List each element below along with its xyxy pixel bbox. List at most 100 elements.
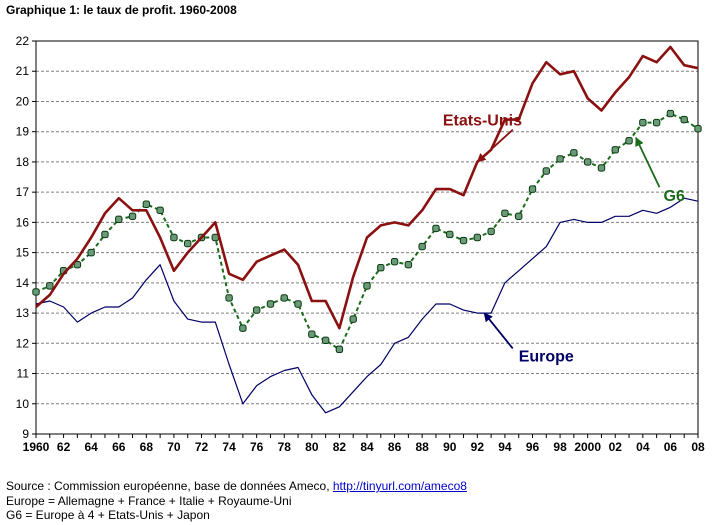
series-line-etats-unis (35, 45, 699, 330)
ytick-label-14: 14 (16, 276, 30, 290)
ytick-label-11: 11 (17, 367, 30, 381)
g6-marker-1996 (528, 185, 537, 193)
g6-marker-2002 (611, 146, 619, 154)
ytick-label-16: 16 (16, 215, 30, 229)
xtick-label-84: 84 (360, 440, 374, 454)
xtick-label-92: 92 (471, 440, 485, 454)
xtick-label-68: 68 (140, 440, 154, 454)
g6-marker-1983 (349, 315, 357, 323)
g6-marker-1993 (487, 227, 495, 236)
xtick-label-08: 08 (691, 440, 705, 454)
g6-marker-1999 (570, 149, 578, 157)
g6-marker-1965 (101, 230, 109, 239)
ytick-label-9: 9 (22, 427, 29, 441)
chart-title: Graphique 1: le taux de profit. 1960-200… (6, 3, 237, 17)
g6-marker-1979 (294, 300, 302, 308)
annotation-label-g6: G6 (664, 188, 685, 205)
g6-marker-1970 (170, 233, 178, 242)
g6-definition: G6 = Europe à 4 + Etats-Unis + Japon (6, 508, 210, 522)
annotation-label-etats-unis: Etats-Unis (443, 113, 522, 130)
xtick-label-02: 02 (609, 440, 623, 454)
g6-marker-1977 (266, 300, 275, 308)
g6-marker-1967 (128, 212, 137, 221)
g6-marker-1974 (225, 294, 233, 302)
xtick-label-62: 62 (57, 440, 71, 454)
line-chart: 9 10 11 12 13 14 15 16 17 18 19 20 21 22 1960 62 64 66 68 7… (16, 34, 705, 454)
xtick-label-98: 98 (553, 440, 567, 454)
ytick-label-19: 19 (16, 125, 30, 139)
g6-marker-1989 (432, 224, 440, 233)
xtick-label-72: 72 (195, 440, 209, 454)
ytick-label-22: 22 (16, 34, 30, 48)
xtick-label-1960: 1960 (23, 440, 50, 454)
g6-marker-1988 (418, 242, 426, 251)
xtick-label-64: 64 (84, 440, 98, 454)
ytick-label-17: 17 (16, 185, 30, 199)
annotation-layer: Etats-Unis G6 Europe (443, 113, 685, 366)
axes-layer: 9 10 11 12 13 14 15 16 17 18 19 20 21 22 1960 62 64 66 68 7… (16, 34, 705, 454)
g6-marker-1987 (404, 261, 413, 269)
g6-marker-1995 (515, 212, 523, 221)
g6-marker-2004 (639, 118, 647, 127)
g6-marker-2008 (694, 124, 702, 133)
g6-marker-1984 (363, 282, 371, 290)
xtick-label-86: 86 (388, 440, 402, 454)
ameco-link[interactable]: http://tinyurl.com/ameco8 (332, 479, 467, 493)
g6-marker-1985 (377, 264, 385, 272)
ytick-label-15: 15 (16, 246, 30, 260)
xtick-label-88: 88 (415, 440, 429, 454)
g6-marker-1960 (32, 288, 40, 296)
g6-marker-1986 (390, 257, 399, 266)
g6-marker-1964 (87, 248, 95, 257)
ytick-label-13: 13 (16, 306, 30, 320)
xtick-label-82: 82 (333, 440, 347, 454)
ytick-label-21: 21 (16, 64, 30, 78)
g6-marker-1961 (46, 282, 54, 290)
xtick-label-94: 94 (498, 440, 512, 454)
series-line-europe (35, 197, 699, 414)
xtick-label-04: 04 (636, 440, 650, 454)
source-text: Source : Commission européenne, base de … (6, 479, 333, 493)
xtick-label-74: 74 (222, 440, 236, 454)
xtick-label-78: 78 (278, 440, 292, 454)
ytick-label-12: 12 (16, 336, 30, 350)
xtick-label-70: 70 (167, 440, 181, 454)
xtick-label-06: 06 (664, 440, 678, 454)
g6-marker-1981 (321, 336, 330, 344)
g6-marker-1963 (73, 261, 82, 269)
g6-marker-1971 (184, 239, 192, 248)
g6-marker-1998 (556, 155, 564, 163)
xtick-label-2000: 2000 (574, 440, 601, 454)
g6-marker-1969 (156, 206, 164, 214)
xtick-label-90: 90 (443, 440, 457, 454)
g6-marker-2006 (666, 109, 675, 118)
g6-marker-1980 (308, 330, 316, 338)
g6-marker-1991 (459, 236, 468, 245)
g6-marker-1968 (142, 200, 151, 208)
grid-layer (36, 70, 698, 405)
xtick-label-80: 80 (305, 440, 319, 454)
source-note: Source : Commission européenne, base de … (6, 479, 467, 493)
g6-marker-1992 (473, 233, 482, 242)
series-line-g6 (35, 112, 699, 351)
g6-marker-1978 (280, 294, 288, 302)
g6-marker-1982 (335, 345, 344, 354)
europe-definition: Europe = Allemagne + France + Italie + R… (6, 494, 292, 508)
annotation-label-europe: Europe (519, 348, 574, 365)
g6-marker-1994 (501, 209, 509, 218)
g6-marker-2007 (680, 115, 688, 124)
g6-marker-1976 (252, 306, 261, 314)
annotation-arrow-etats-unis (476, 128, 514, 163)
xtick-label-96: 96 (526, 440, 540, 454)
series-layer (32, 45, 702, 414)
ytick-label-20: 20 (16, 94, 30, 108)
ytick-label-10: 10 (16, 397, 30, 411)
g6-marker-1990 (446, 230, 454, 239)
annotation-arrow-europe (483, 312, 514, 350)
g6-marker-2000 (583, 158, 592, 166)
xtick-label-76: 76 (250, 440, 264, 454)
annotation-arrow-g6 (635, 136, 661, 188)
g6-marker-1975 (239, 324, 247, 332)
ytick-label-18: 18 (16, 155, 30, 169)
g6-marker-1966 (115, 215, 123, 224)
